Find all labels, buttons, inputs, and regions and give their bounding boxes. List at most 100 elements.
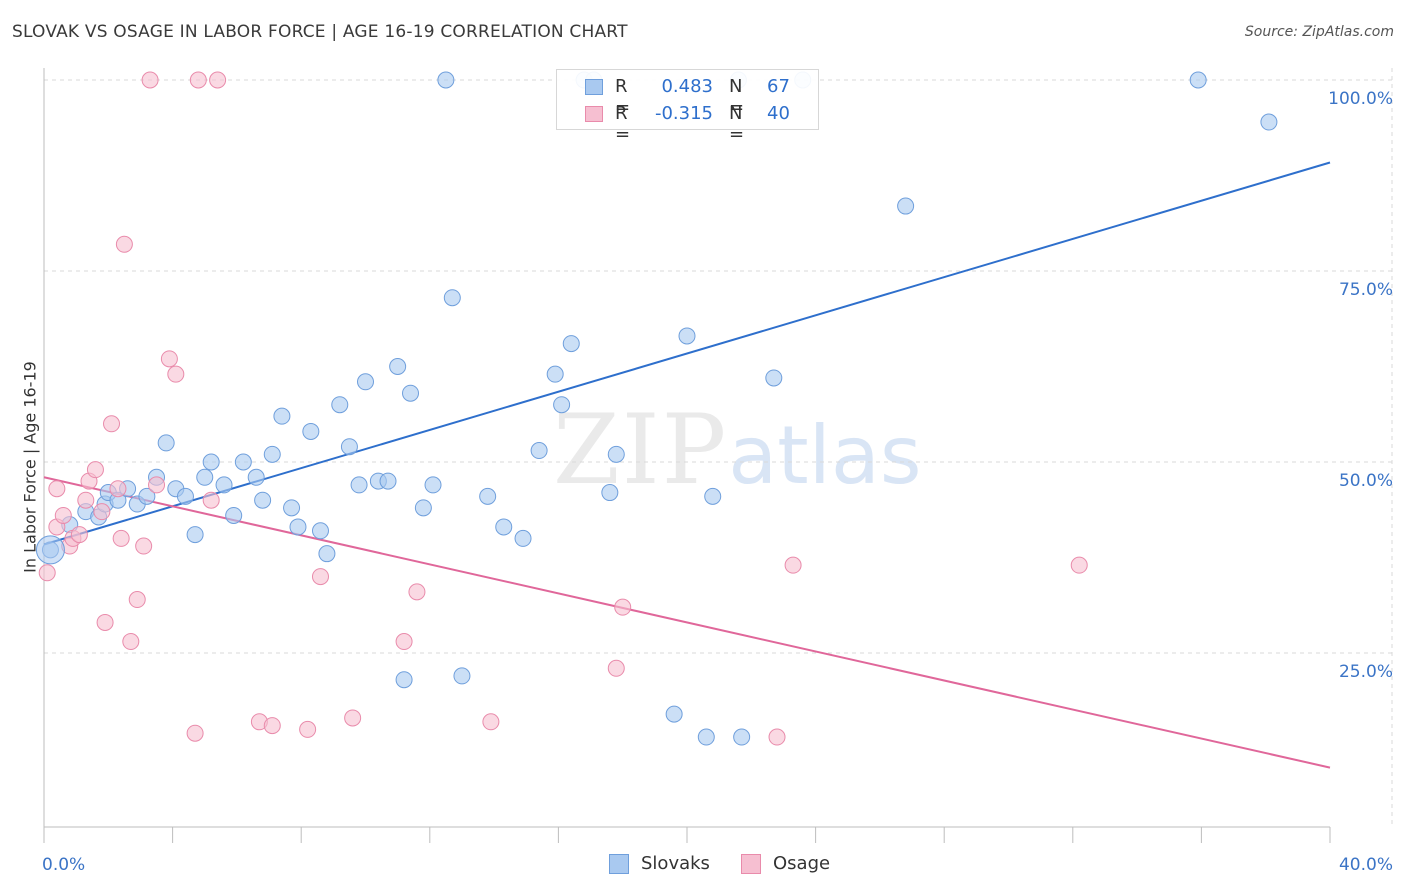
x-tick-label: 0.0%	[42, 855, 85, 875]
data-point-slovaks	[443, 289, 461, 307]
legend-label-slovaks: Slovaks	[641, 853, 710, 874]
data-point-slovaks	[1189, 71, 1207, 89]
data-point-slovaks	[225, 506, 243, 524]
data-point-slovaks	[247, 468, 265, 486]
data-point-osage	[54, 506, 72, 524]
data-point-slovaks	[350, 476, 368, 494]
r-value: 0.483	[661, 76, 713, 97]
data-point-slovaks	[514, 529, 532, 547]
trend-line-slovaks	[43, 161, 1331, 546]
data-point-slovaks	[402, 384, 420, 402]
data-point-slovaks	[186, 526, 204, 544]
data-point-slovaks	[553, 396, 571, 414]
watermark-zip: ZIP	[553, 394, 729, 506]
trend-line-osage	[43, 476, 1331, 769]
osage-swatch	[585, 106, 603, 122]
data-point-osage	[189, 71, 207, 89]
n-value: 67	[767, 76, 790, 97]
data-point-osage	[122, 633, 140, 651]
data-point-osage	[135, 537, 153, 555]
watermark: ZIPatlas	[553, 402, 922, 498]
data-point-osage	[167, 365, 185, 383]
data-point-slovaks	[157, 434, 175, 452]
data-point-slovaks	[263, 445, 281, 463]
data-point-slovaks	[138, 487, 156, 505]
data-point-slovaks	[665, 705, 683, 723]
data-point-osage	[607, 659, 625, 677]
data-point-osage	[614, 598, 632, 616]
data-point-osage	[115, 235, 133, 253]
data-point-osage	[202, 491, 220, 509]
data-point-slovaks	[479, 487, 497, 505]
correlation-legend: R = 0.483 N = 67 R = -0.315 N = 40	[556, 69, 819, 145]
data-point-slovaks	[697, 728, 715, 746]
chart-title: SLOVAK VS OSAGE IN LABOR FORCE | AGE 16-…	[12, 22, 628, 42]
data-point-slovaks	[340, 438, 358, 456]
data-point-slovaks	[215, 476, 233, 494]
axes	[43, 68, 1331, 843]
n-label: N =	[729, 76, 745, 118]
y-tick-label: 75.0%	[1339, 280, 1393, 300]
data-point-slovaks	[607, 445, 625, 463]
data-point-osage	[148, 476, 166, 494]
legend-label-osage: Osage	[773, 853, 831, 874]
data-point-slovaks	[389, 358, 407, 375]
data-point-slovaks	[254, 491, 272, 509]
data-point-osage	[141, 71, 159, 89]
data-point-osage	[86, 461, 104, 479]
data-point-slovaks	[897, 197, 915, 215]
x-tick-label: 40.0%	[1339, 855, 1393, 875]
data-point-osage	[482, 713, 500, 731]
data-point-osage	[209, 71, 227, 89]
data-point-slovaks	[546, 365, 564, 383]
data-point-osage	[70, 526, 88, 544]
data-point-slovaks	[176, 487, 194, 505]
data-point-slovaks	[35, 535, 65, 565]
data-point-osage	[48, 480, 66, 498]
data-point-osage	[109, 480, 127, 498]
data-point-slovaks	[678, 327, 696, 345]
series-legend: Slovaks Osage	[0, 852, 1406, 878]
data-point-osage	[160, 350, 178, 368]
data-point-slovaks	[379, 472, 397, 490]
data-point-slovaks	[395, 671, 413, 689]
slovaks-swatch	[585, 79, 603, 95]
data-point-osage	[103, 415, 121, 433]
data-point-slovaks	[302, 422, 320, 440]
tick-labels: 25.0% 50.0% 75.0% 100.0% 0.0% 40.0%	[42, 89, 1393, 875]
data-point-osage	[299, 720, 317, 738]
data-point-slovaks	[234, 453, 252, 471]
data-point-osage	[128, 591, 146, 609]
grid-lines	[44, 68, 1393, 827]
data-point-slovaks	[414, 499, 432, 517]
watermark-atlas: atlas	[728, 409, 922, 502]
data-point-slovaks	[196, 468, 214, 486]
source-label: Source: ZipAtlas.com	[1244, 24, 1394, 40]
data-point-slovaks	[283, 499, 301, 517]
data-point-osage	[93, 503, 111, 521]
data-point-slovaks	[311, 522, 329, 540]
data-point-osage	[395, 633, 413, 651]
data-point-osage	[1070, 556, 1088, 574]
r-label: R =	[615, 76, 631, 118]
data-point-osage	[38, 564, 56, 582]
data-point-osage	[186, 724, 204, 742]
data-point-osage	[77, 491, 95, 509]
data-point-osage	[768, 728, 786, 746]
data-point-osage	[344, 709, 362, 727]
data-point-slovaks	[601, 484, 619, 502]
data-point-slovaks	[318, 545, 336, 563]
y-tick-label: 25.0%	[1339, 662, 1393, 682]
data-point-osage	[96, 613, 114, 631]
data-point-slovaks	[495, 518, 513, 536]
data-point-slovaks	[1260, 113, 1278, 131]
data-point-osage	[263, 717, 281, 735]
data-point-slovaks	[289, 518, 307, 536]
data-point-slovaks	[733, 728, 751, 746]
data-points	[35, 71, 1278, 746]
osage-swatch	[741, 854, 761, 874]
data-point-slovaks	[202, 453, 220, 471]
n-value: 40	[767, 103, 790, 124]
y-tick-label: 100.0%	[1328, 89, 1393, 109]
